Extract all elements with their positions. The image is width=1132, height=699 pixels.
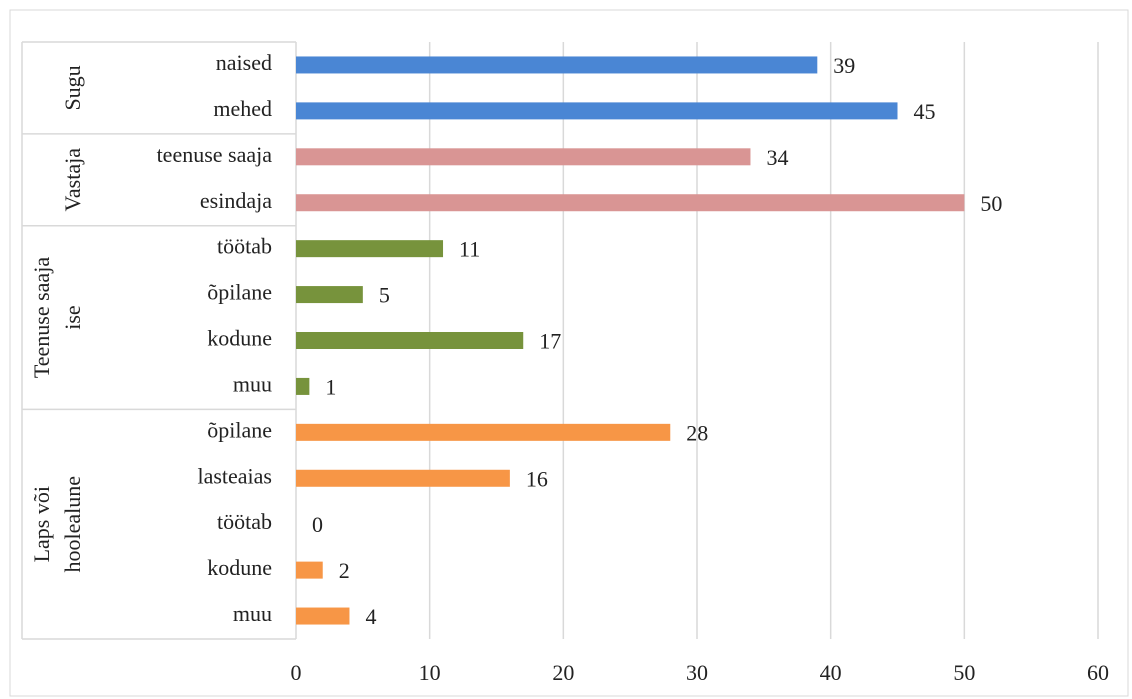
x-tick-label: 20 bbox=[552, 660, 574, 685]
data-label: 28 bbox=[686, 420, 708, 445]
data-label: 45 bbox=[914, 99, 936, 124]
bar bbox=[296, 194, 965, 212]
y-tick-label: lasteaias bbox=[197, 463, 272, 488]
y-tick-label: teenuse saaja bbox=[157, 142, 273, 167]
y-tick-label: kodune bbox=[207, 326, 272, 351]
y-tick-label: muu bbox=[233, 601, 272, 626]
data-label: 34 bbox=[766, 145, 788, 170]
bar bbox=[296, 377, 310, 395]
y-tick-label: kodune bbox=[207, 555, 272, 580]
bar bbox=[296, 286, 363, 304]
y-tick-label: õpilane bbox=[207, 417, 272, 442]
x-tick-label: 40 bbox=[820, 660, 842, 685]
y-tick-label: õpilane bbox=[207, 280, 272, 305]
bar bbox=[296, 56, 818, 74]
y-tick-label: esindaja bbox=[200, 188, 272, 213]
group-label: Teenuse saaja bbox=[29, 257, 54, 378]
bar bbox=[296, 102, 898, 120]
data-label: 16 bbox=[526, 466, 548, 491]
data-label: 17 bbox=[539, 329, 561, 354]
y-tick-label: naised bbox=[216, 50, 272, 75]
group-label: ise bbox=[60, 305, 85, 329]
data-label: 50 bbox=[980, 191, 1002, 216]
data-label: 1 bbox=[325, 374, 336, 399]
x-tick-label: 50 bbox=[953, 660, 975, 685]
x-tick-label: 10 bbox=[419, 660, 441, 685]
y-tick-label: töötab bbox=[217, 509, 272, 534]
x-tick-label: 0 bbox=[291, 660, 302, 685]
chart-border bbox=[9, 9, 1129, 697]
data-label: 5 bbox=[379, 283, 390, 308]
x-tick-label: 30 bbox=[686, 660, 708, 685]
bar bbox=[296, 561, 323, 579]
data-label: 11 bbox=[459, 237, 480, 262]
data-label: 2 bbox=[339, 558, 350, 583]
bar bbox=[296, 240, 444, 258]
bar bbox=[296, 607, 350, 625]
data-label: 4 bbox=[365, 604, 376, 629]
bar bbox=[296, 469, 510, 487]
x-tick-label: 60 bbox=[1087, 660, 1109, 685]
y-tick-label: mehed bbox=[213, 96, 272, 121]
group-label: Sugu bbox=[60, 65, 85, 110]
y-tick-label: muu bbox=[233, 371, 272, 396]
group-label: Laps või bbox=[29, 486, 54, 562]
group-label: Vastaja bbox=[60, 148, 85, 212]
data-label: 0 bbox=[312, 512, 323, 537]
bar bbox=[296, 148, 751, 166]
bar bbox=[296, 423, 671, 441]
data-label: 39 bbox=[833, 53, 855, 78]
group-label: hoolealune bbox=[60, 476, 85, 573]
bar bbox=[296, 332, 524, 349]
y-tick-label: töötab bbox=[217, 234, 272, 259]
